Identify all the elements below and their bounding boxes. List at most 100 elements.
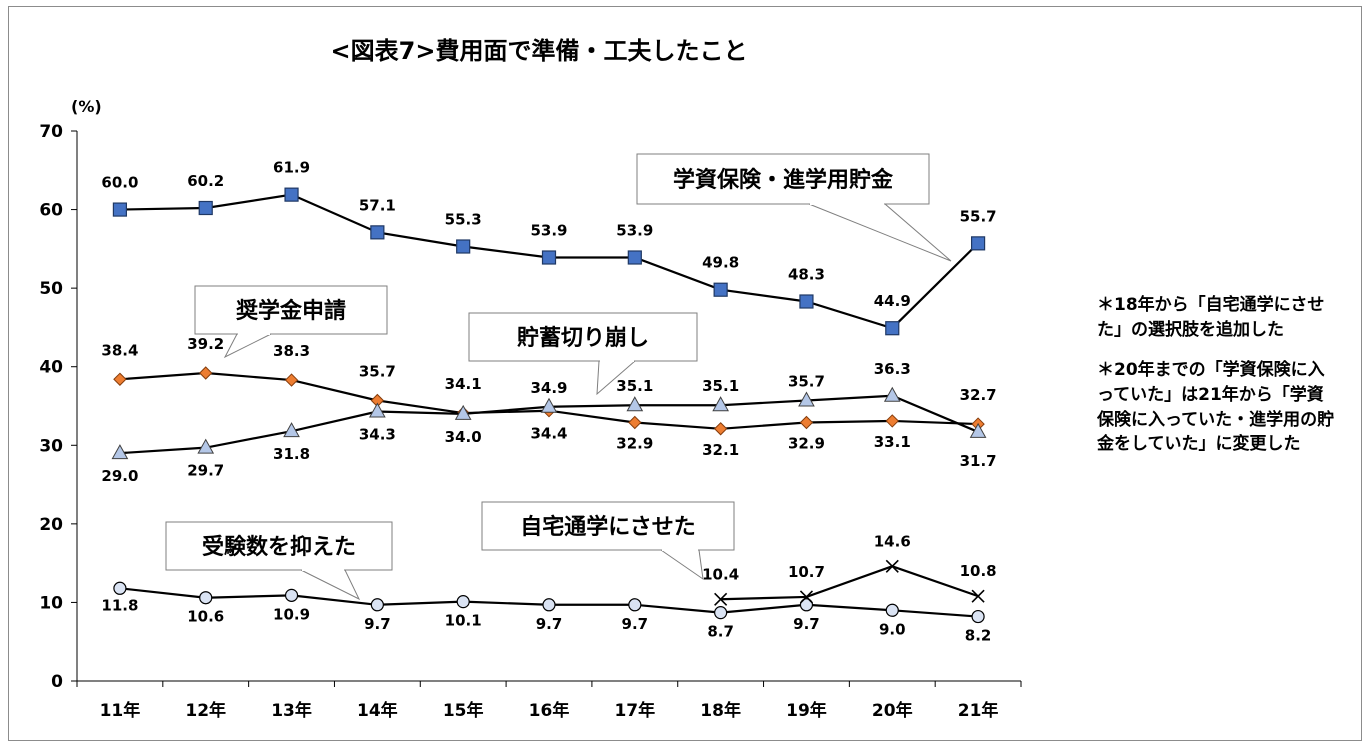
footnote-2: ＊20年までの「学資保険に入っていた」は21年から「学資保険に入っていた・進学用… [1097,360,1335,455]
data-point-juken [799,598,814,612]
data-label-shogaku: 32.1 [702,441,739,459]
data-label-shogaku: 38.4 [101,341,138,359]
data-point-jitaku [799,590,814,604]
data-point-chochiku [111,444,129,460]
data-label-chochiku: 36.3 [874,360,911,378]
data-label-juken: 9.7 [622,615,649,633]
data-label-gakushi: 55.7 [960,207,997,225]
x-tick-label: 16年 [529,700,570,721]
data-point-shogaku [713,422,728,436]
data-label-juken: 10.1 [445,612,482,630]
data-label-gakushi: 53.9 [616,222,653,240]
data-point-juken [542,598,556,612]
data-label-gakushi: 60.0 [101,174,138,192]
data-label-gakushi: 44.9 [874,292,911,310]
data-point-gakushi [370,225,385,240]
data-label-chochiku: 35.1 [616,377,653,395]
data-point-juken [456,595,470,609]
data-point-chochiku [454,404,472,420]
data-point-shogaku [799,415,814,430]
data-point-gakushi [112,202,128,217]
callout-pointer-gakushi [808,203,952,262]
data-point-chochiku [969,422,987,438]
data-point-juken [714,606,728,620]
data-point-juken [971,609,985,624]
data-label-juken: 9.0 [879,620,906,638]
data-label-gakushi: 55.3 [445,211,482,229]
data-point-chochiku [197,438,215,454]
data-label-chochiku: 35.1 [702,377,739,395]
data-point-chochiku [712,396,729,412]
data-label-jitaku: 14.6 [874,532,911,550]
data-point-juken [628,598,642,612]
data-label-juken: 10.9 [273,605,310,623]
y-tick-label: 40 [39,358,63,378]
x-tick-label: 15年 [443,700,484,721]
x-tick-label: 12年 [185,700,226,721]
data-point-chochiku [283,422,300,438]
data-point-chochiku [626,396,644,412]
callout-pointer-juken [300,569,361,601]
data-point-juken [885,603,899,617]
data-point-shogaku [284,373,299,387]
y-tick-label: 50 [39,279,63,299]
data-point-jitaku [971,589,985,603]
data-point-juken [113,581,127,595]
data-point-juken [370,598,384,612]
legend-label-juken: 受験数を抑えた [202,534,356,560]
data-point-juken [199,591,213,605]
x-tick-label: 14年 [357,700,398,721]
y-tick-label: 0 [51,672,63,692]
data-point-gakushi [198,200,213,216]
data-label-juken: 9.7 [793,615,820,633]
callout-box-juken [165,521,393,571]
data-point-gakushi [885,321,900,336]
x-tick-label: 18年 [700,700,741,721]
data-label-shogaku: 39.2 [187,335,224,353]
data-label-shogaku: 32.9 [616,435,653,453]
callout-box-jitaku [481,501,735,551]
callout-box-gakushi [636,153,930,205]
data-label-juken: 8.7 [707,623,734,641]
data-label-juken: 10.6 [187,608,224,626]
data-label-chochiku: 29.0 [101,467,138,485]
data-point-gakushi [799,294,814,309]
data-point-chochiku [540,397,558,413]
data-point-gakushi [456,239,471,254]
data-label-shogaku: 38.3 [273,342,310,360]
data-label-shogaku: 32.9 [788,435,825,453]
data-label-chochiku: 29.7 [187,462,224,480]
y-axis-label: (%) [71,97,102,116]
data-label-chochiku: 34.3 [359,426,396,444]
data-label-gakushi: 57.1 [359,196,396,214]
data-point-chochiku [369,402,386,418]
data-point-jitaku [714,592,728,606]
data-point-chochiku [798,391,815,407]
data-point-shogaku [199,366,213,380]
data-point-jitaku [885,559,899,573]
x-tick-label: 21年 [958,700,999,721]
x-tick-label: 13年 [271,700,312,721]
data-label-gakushi: 60.2 [187,172,224,190]
footnote-1: ＊18年から「自宅通学にさせた」の選択肢を追加した [1097,295,1325,340]
callout-pointer-jitaku [659,549,704,581]
data-label-gakushi: 61.9 [273,159,310,177]
data-label-chochiku: 35.7 [788,373,825,391]
data-point-gakushi [541,250,557,265]
data-point-gakushi [627,250,642,265]
data-point-gakushi [970,236,986,251]
data-label-shogaku: 33.1 [874,433,911,451]
y-tick-label: 10 [39,593,63,613]
line-chart: <図表7>費用面で準備・工夫したこと (%) 0 10 20 30 40 50 60 70 11年 1… [39,37,1022,721]
data-label-chochiku: 34.0 [445,428,482,446]
x-tick-label: 20年 [872,700,913,721]
data-point-shogaku [628,415,642,430]
data-label-shogaku: 34.4 [530,425,567,443]
data-label-gakushi: 48.3 [788,266,825,284]
data-label-juken: 11.8 [101,596,138,614]
x-tick-label: 19年 [786,700,827,721]
y-tick-label: 60 [39,201,63,221]
y-tick-label: 30 [39,436,63,456]
callout-box-shogaku [194,285,388,335]
data-point-shogaku [113,372,127,386]
